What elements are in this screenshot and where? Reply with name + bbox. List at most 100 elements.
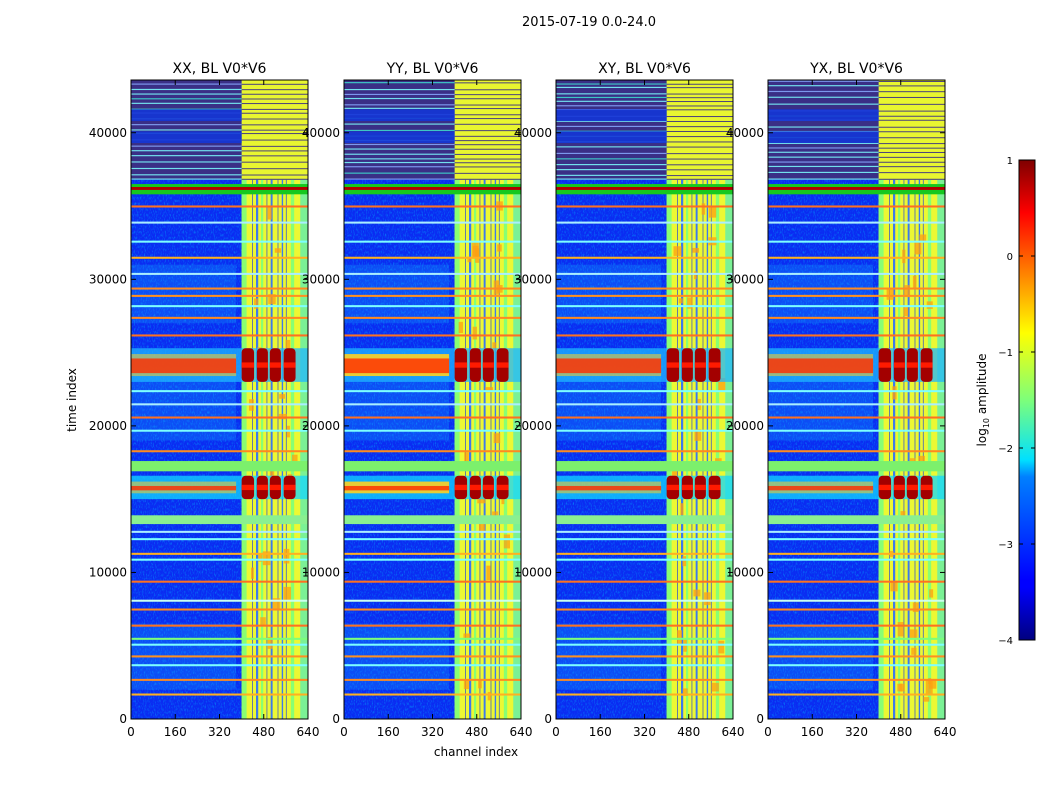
x-tick-label: 480 xyxy=(465,725,488,739)
time-line xyxy=(344,403,521,406)
time-line xyxy=(768,334,945,337)
noisy-stripe xyxy=(666,153,733,155)
y-tick-label: 40000 xyxy=(89,126,127,140)
rfi-patch xyxy=(458,321,464,334)
saturated-block-line xyxy=(454,362,468,368)
time-line xyxy=(556,450,733,453)
rfi-band-stripe xyxy=(260,179,264,719)
time-line xyxy=(344,530,521,533)
noisy-stripe xyxy=(241,129,308,131)
time-line xyxy=(344,305,521,308)
noisy-stripe xyxy=(454,172,521,174)
time-line xyxy=(344,221,521,224)
noisy-gap xyxy=(556,131,667,144)
saturated-block-line xyxy=(482,484,494,491)
rfi-patch xyxy=(283,586,292,601)
x-tick-label: 320 xyxy=(633,725,656,739)
time-line xyxy=(556,416,733,419)
rfi-patch xyxy=(693,589,701,597)
noisy-stripe xyxy=(241,124,308,126)
noisy-stripe xyxy=(454,166,521,168)
noisy-stripe xyxy=(241,139,308,141)
time-line xyxy=(556,205,733,208)
time-line xyxy=(768,664,945,667)
saturated-block-line xyxy=(920,484,933,491)
event-band-line xyxy=(131,485,237,491)
saturated-block-line xyxy=(482,362,494,368)
x-tick-label: 480 xyxy=(677,725,700,739)
time-line xyxy=(768,450,945,453)
y-tick-label: 20000 xyxy=(726,419,764,433)
rfi-band-stripe xyxy=(715,179,720,719)
rfi-patch xyxy=(267,207,272,220)
noisy-stripe xyxy=(131,145,242,147)
rfi-band-stripe xyxy=(927,179,932,719)
time-line xyxy=(556,256,733,259)
noisy-stripe xyxy=(241,145,308,147)
time-line xyxy=(344,608,521,611)
rfi-patch xyxy=(673,246,682,256)
rfi-band-stripe xyxy=(270,179,273,719)
rfi-band-gap xyxy=(889,179,890,719)
noisy-stripe xyxy=(878,151,945,153)
rfi-patch xyxy=(260,617,266,626)
noisy-stripe xyxy=(768,103,879,105)
time-line xyxy=(131,693,308,696)
colorbar-tick-label: −2 xyxy=(998,444,1013,455)
time-line xyxy=(768,552,945,555)
time-line xyxy=(131,450,308,453)
y-tick-label: 20000 xyxy=(302,419,340,433)
noisy-stripe xyxy=(666,120,733,122)
time-line xyxy=(556,608,733,611)
heatmap-image xyxy=(556,80,733,719)
time-line xyxy=(344,429,521,432)
noisy-stripe xyxy=(344,123,455,125)
time-line xyxy=(768,305,945,308)
time-line xyxy=(344,256,521,259)
rfi-band-stripe xyxy=(503,179,508,719)
noisy-stripe xyxy=(454,123,521,125)
noisy-stripe xyxy=(878,110,945,112)
noisy-gap xyxy=(556,109,667,122)
rfi-band-stripe xyxy=(695,179,698,719)
noisy-stripe xyxy=(344,93,455,96)
saturated-block-line xyxy=(469,362,481,368)
time-line xyxy=(768,429,945,432)
noisy-stripe xyxy=(454,158,521,160)
time-line xyxy=(344,558,521,561)
noisy-stripe xyxy=(666,97,733,99)
rfi-patch xyxy=(487,691,491,701)
rfi-patch xyxy=(718,640,725,654)
flagged-row-core xyxy=(556,186,733,190)
time-line xyxy=(131,580,308,583)
heatmap-image xyxy=(131,80,308,719)
rfi-band-stripe xyxy=(290,179,295,719)
noisy-stripe xyxy=(878,126,945,128)
rfi-patch xyxy=(283,548,290,564)
rfi-patch xyxy=(291,454,298,462)
noisy-stripe xyxy=(131,93,242,95)
noisy-stripe xyxy=(454,153,521,155)
time-line xyxy=(344,538,521,541)
time-line xyxy=(344,240,521,243)
y-tick-label: 10000 xyxy=(726,565,764,579)
x-tick-label: 640 xyxy=(934,725,957,739)
time-line xyxy=(131,316,308,319)
noisy-stripe xyxy=(454,108,521,110)
noisy-stripe xyxy=(131,161,242,163)
x-tick-label: 160 xyxy=(589,725,612,739)
time-line xyxy=(131,240,308,243)
rfi-band-stripe xyxy=(513,179,521,719)
noisy-stripe xyxy=(454,94,521,96)
rfi-patch xyxy=(269,469,275,481)
noisy-stripe xyxy=(666,109,733,111)
time-line xyxy=(344,272,521,275)
flagged-row-core xyxy=(344,186,521,190)
rfi-band-gap xyxy=(702,179,704,719)
time-line xyxy=(556,558,733,561)
rfi-band-gap xyxy=(266,179,268,719)
colorbar-tick-label: 1 xyxy=(1007,156,1013,167)
rfi-band-gap xyxy=(479,179,481,719)
rfi-band-gap xyxy=(277,179,279,719)
time-line xyxy=(131,637,308,640)
